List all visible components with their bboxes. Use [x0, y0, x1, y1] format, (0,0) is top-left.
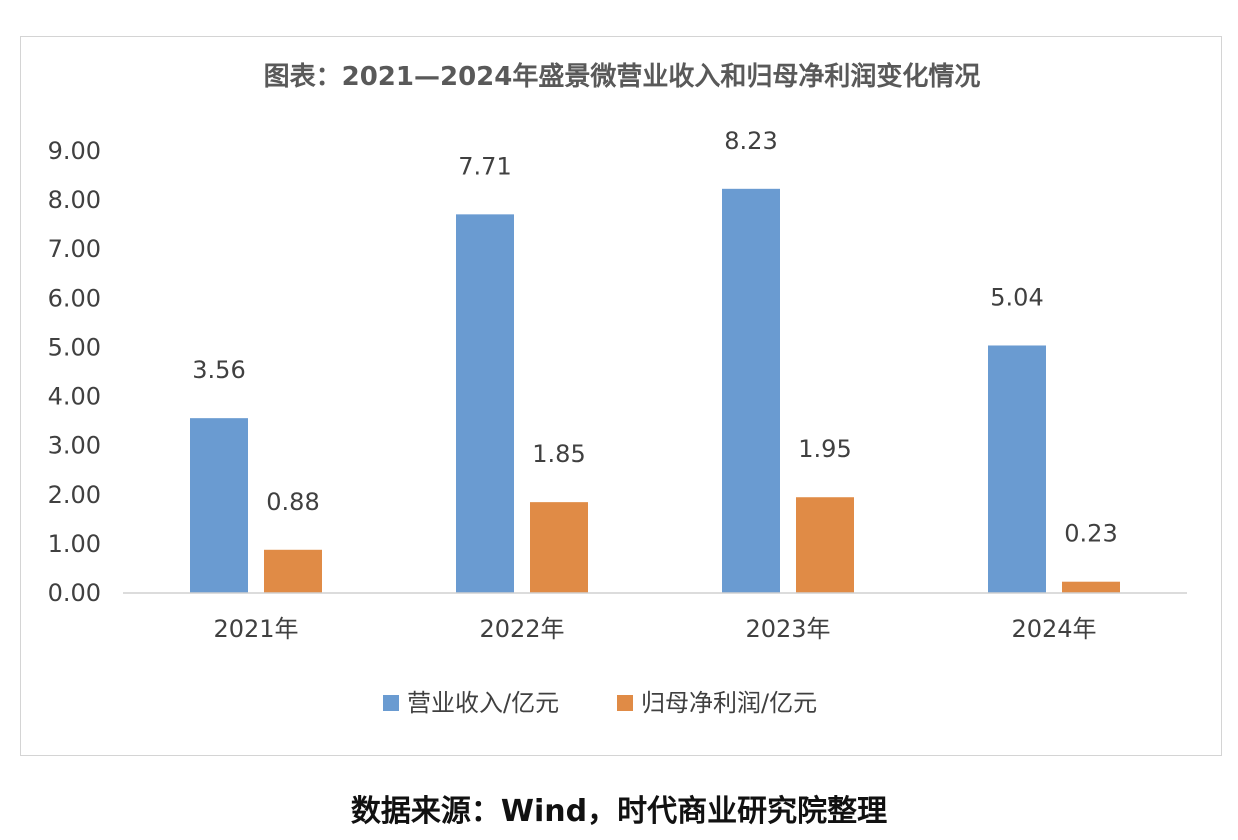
- data-label: 1.85: [532, 440, 585, 468]
- data-label: 8.23: [724, 127, 777, 155]
- bar-net-profit: [1062, 581, 1120, 593]
- bar-net-profit: [796, 497, 854, 593]
- data-labels: 3.56 0.88 7.71 1.85 8.23 1.95 5.04 0.23: [192, 127, 1117, 548]
- legend-swatch: [617, 695, 633, 711]
- y-tick-label: 5.00: [48, 333, 101, 361]
- data-label: 0.88: [266, 488, 319, 516]
- y-tick-label: 1.00: [48, 530, 101, 558]
- data-label: 0.23: [1064, 520, 1117, 548]
- bar-chart: 图表：2021—2024年盛景微营业收入和归母净利润变化情况 0.00 1.00 2…: [48, 61, 1187, 717]
- x-tick-label: 2024年: [1011, 615, 1096, 643]
- chart-title: 图表：2021—2024年盛景微营业收入和归母净利润变化情况: [264, 61, 981, 92]
- y-tick-label: 4.00: [48, 383, 101, 411]
- y-axis-ticks: 0.00 1.00 2.00 3.00 4.00 5.00 6.00 7.00 8.00 9.00: [48, 137, 101, 607]
- y-tick-label: 9.00: [48, 137, 101, 165]
- y-tick-label: 0.00: [48, 579, 101, 607]
- bars: [190, 188, 1120, 593]
- chart-frame: 图表：2021—2024年盛景微营业收入和归母净利润变化情况 0.00 1.00 2…: [20, 36, 1222, 756]
- legend-swatch: [383, 695, 399, 711]
- y-tick-label: 7.00: [48, 235, 101, 263]
- y-tick-label: 2.00: [48, 481, 101, 509]
- x-tick-label: 2022年: [479, 615, 564, 643]
- data-label: 1.95: [798, 435, 851, 463]
- legend-label: 归母净利润/亿元: [641, 689, 817, 717]
- data-label: 5.04: [990, 283, 1043, 311]
- source-note: 数据来源：Wind，时代商业研究院整理: [350, 794, 888, 829]
- x-tick-label: 2021年: [213, 615, 298, 643]
- legend-label: 营业收入/亿元: [407, 689, 559, 717]
- bar-revenue: [456, 214, 514, 593]
- bar-net-profit: [530, 502, 588, 593]
- y-tick-label: 6.00: [48, 284, 101, 312]
- data-label: 3.56: [192, 356, 245, 384]
- y-tick-label: 3.00: [48, 432, 101, 460]
- bar-net-profit: [264, 549, 322, 593]
- data-label: 7.71: [458, 152, 511, 180]
- y-tick-label: 8.00: [48, 186, 101, 214]
- x-axis-ticks: 2021年 2022年 2023年 2024年: [213, 615, 1096, 643]
- bar-revenue: [190, 418, 248, 593]
- bar-revenue: [722, 188, 780, 593]
- x-tick-label: 2023年: [745, 615, 830, 643]
- legend: 营业收入/亿元 归母净利润/亿元: [383, 689, 817, 717]
- bar-revenue: [988, 345, 1046, 593]
